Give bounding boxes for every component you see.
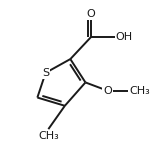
Text: O: O xyxy=(103,86,112,96)
Text: CH₃: CH₃ xyxy=(38,131,59,140)
Text: O: O xyxy=(87,9,95,19)
Text: OH: OH xyxy=(116,32,133,42)
Text: CH₃: CH₃ xyxy=(129,86,150,96)
Text: S: S xyxy=(42,68,49,78)
